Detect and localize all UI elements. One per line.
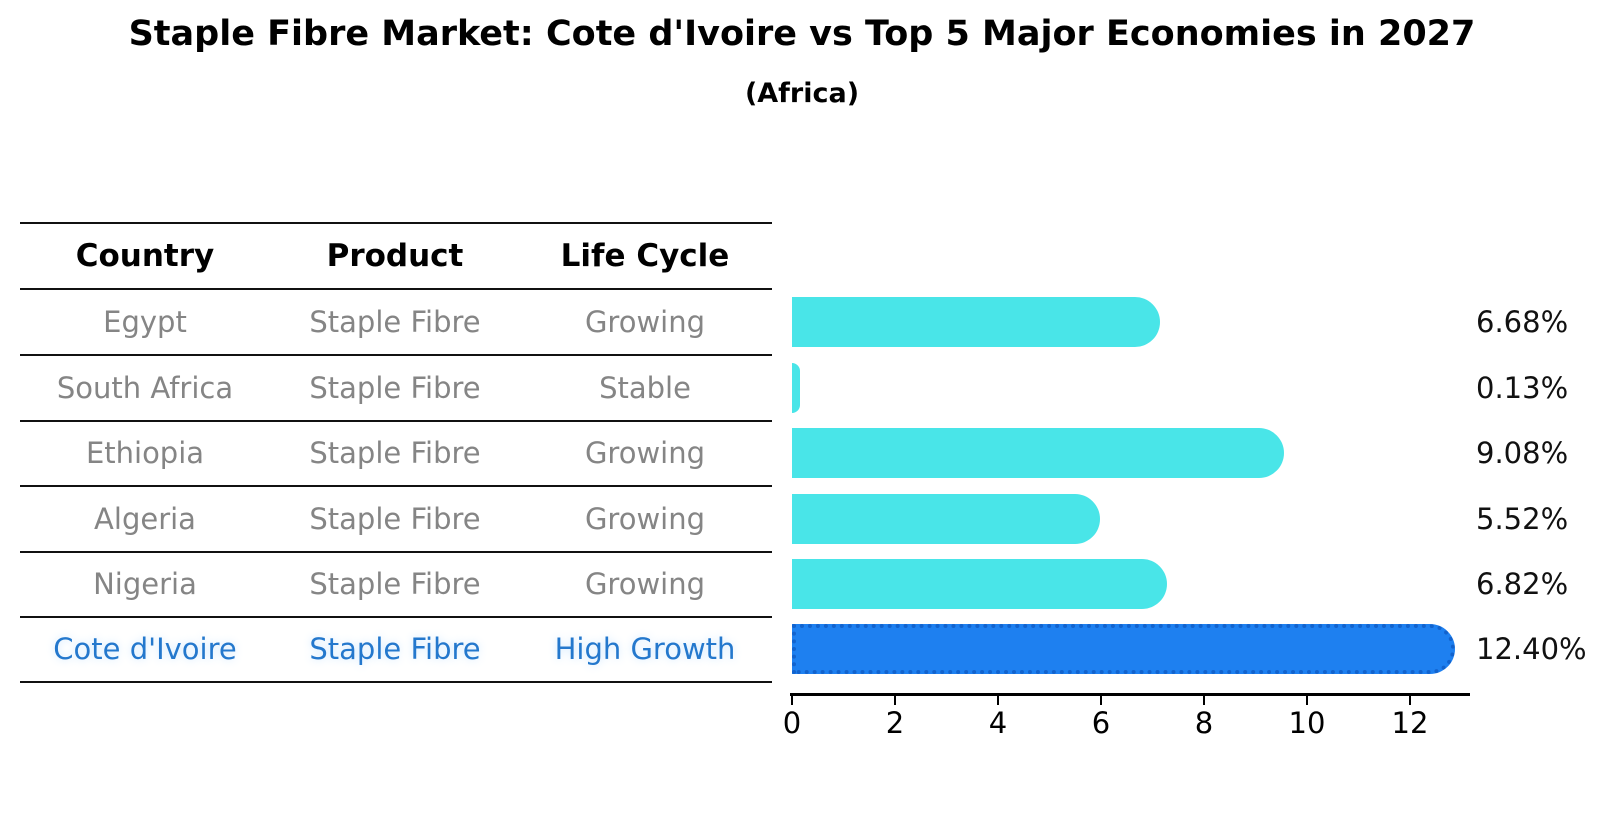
x-axis-tick <box>1409 696 1411 705</box>
table-divider <box>20 354 772 356</box>
table-row: Egypt Staple Fibre Growing <box>20 300 772 344</box>
table-row: Ethiopia Staple Fibre Growing <box>20 431 772 475</box>
cell-life-cycle: Growing <box>584 305 706 339</box>
table-divider <box>20 616 772 618</box>
cell-country: Ethiopia <box>85 436 205 470</box>
page-subtitle: (Africa) <box>744 78 860 109</box>
x-axis-tick-label: 10 <box>1288 706 1326 740</box>
x-axis-tick <box>894 696 896 705</box>
x-axis-tick-label: 4 <box>988 706 1008 740</box>
x-axis-tick-label: 8 <box>1194 706 1214 740</box>
cell-country: Egypt <box>103 305 187 339</box>
bar-value-label: 6.68% <box>1476 305 1569 339</box>
table-divider <box>20 551 772 553</box>
bar-nigeria <box>792 559 1168 609</box>
cell-country: Algeria <box>94 502 196 536</box>
cell-life-cycle: Stable <box>599 371 691 405</box>
page-title: Staple Fibre Market: Cote d'Ivoire vs To… <box>128 14 1476 54</box>
table-divider <box>20 681 772 683</box>
cell-product: Staple Fibre <box>309 567 481 601</box>
bar-value-label: 5.52% <box>1476 502 1569 536</box>
x-axis-tick-label: 12 <box>1391 706 1429 740</box>
cell-product: Staple Fibre <box>309 305 481 339</box>
cell-product: Staple Fibre <box>309 436 481 470</box>
table-row: South Africa Staple Fibre Stable <box>20 366 772 410</box>
cell-life-cycle: High Growth <box>554 632 736 666</box>
bar-value-label: 9.08% <box>1476 436 1569 470</box>
cell-life-cycle: Growing <box>584 436 706 470</box>
col-header-country: Country <box>75 238 215 274</box>
cell-country: South Africa <box>56 371 234 405</box>
col-header-product: Product <box>326 238 464 274</box>
x-axis-tick <box>791 696 793 705</box>
table-header-row: Country Product Life Cycle <box>20 234 772 278</box>
col-header-life-cycle: Life Cycle <box>560 238 730 274</box>
cell-country: Cote d'Ivoire <box>53 632 237 666</box>
cell-product: Staple Fibre <box>309 632 481 666</box>
bar-value-label: 12.40% <box>1476 632 1587 666</box>
x-axis-tick <box>997 696 999 705</box>
cell-life-cycle: Growing <box>584 567 706 601</box>
x-axis-tick-label: 0 <box>782 706 802 740</box>
bar-value-label: 0.13% <box>1476 371 1569 405</box>
x-axis-line <box>790 693 1470 696</box>
table-row: Algeria Staple Fibre Growing <box>20 497 772 541</box>
x-axis-tick-label: 6 <box>1091 706 1111 740</box>
table-divider <box>20 222 772 224</box>
table-divider <box>20 420 772 422</box>
bar-cote-divoire-highlighted <box>792 624 1455 674</box>
cell-life-cycle: Growing <box>584 502 706 536</box>
cell-product: Staple Fibre <box>309 371 481 405</box>
table-divider <box>20 288 772 290</box>
table-divider <box>20 485 772 487</box>
x-axis-tick-label: 2 <box>885 706 905 740</box>
table-row-highlighted: Cote d'Ivoire Staple Fibre High Growth <box>20 627 772 671</box>
bar-value-label: 6.82% <box>1476 567 1569 601</box>
bar-ethiopia <box>792 428 1284 478</box>
bar-south-africa <box>792 363 800 413</box>
cell-product: Staple Fibre <box>309 502 481 536</box>
x-axis-tick <box>1100 696 1102 705</box>
cell-country: Nigeria <box>93 567 197 601</box>
x-axis-tick <box>1203 696 1205 705</box>
bar-algeria <box>792 494 1101 544</box>
x-axis-tick <box>1306 696 1308 705</box>
table-row: Nigeria Staple Fibre Growing <box>20 562 772 606</box>
bar-egypt <box>792 297 1161 347</box>
